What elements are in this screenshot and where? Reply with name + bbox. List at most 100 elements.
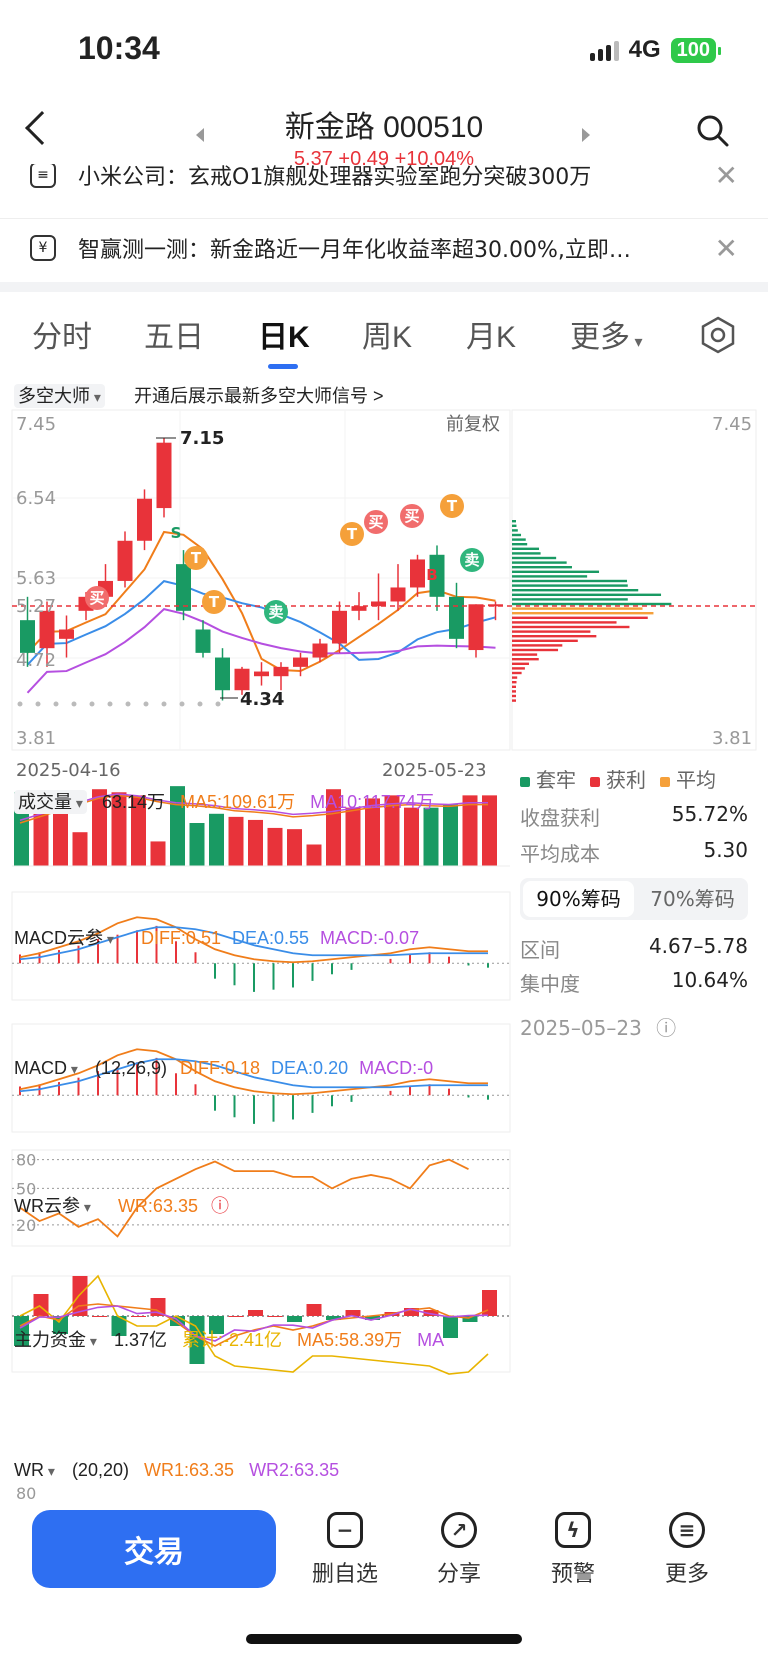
macd-macd: MACD:-0 [359, 1058, 434, 1078]
volume-bar [248, 819, 263, 866]
timeline-dot [89, 701, 95, 707]
kline-chart[interactable]: 7.15 4.34 7.45 6.54 5.63 5.27 4.72 3.81 … [0, 408, 768, 1498]
signal-marker-label: 买 [404, 507, 419, 525]
signal-marker [440, 494, 464, 518]
timeline-dot [197, 701, 203, 707]
signal-marker-label: 买 [368, 513, 383, 531]
candle [176, 564, 191, 611]
wr-cloud-header: WR云参 WR:63.35 ⓘ [14, 1192, 229, 1218]
news-item[interactable]: ≡ 小米公司：玄戒O1旗舰处理器实验室跑分突破300万 ✕ [30, 164, 738, 200]
settings-icon[interactable] [700, 316, 736, 354]
macd-cloud-selector[interactable]: MACD云参 [14, 928, 114, 948]
volume-ma5-line [19, 794, 488, 824]
avg-cost-row: 平均成本 5.30 [520, 838, 748, 867]
candle [195, 629, 211, 653]
ma10-line [26, 580, 496, 666]
chip-tab-70[interactable]: 70%筹码 [650, 887, 735, 911]
capital-header: 主力资金 1.37亿 累计:-2.41亿 MA5:58.39万 MA [14, 1326, 444, 1352]
search-icon[interactable] [696, 114, 730, 148]
chip-tab-90[interactable]: 90%筹码 [523, 881, 634, 917]
candle [254, 671, 269, 677]
candle [351, 606, 367, 611]
timeline-dot [215, 701, 221, 707]
news-item[interactable]: ¥ 智赢测一测：新金路近一月年化收益率超30.00%,立即… ✕ [30, 226, 738, 270]
news-text: 小米公司：玄戒O1旗舰处理器实验室跑分突破300万 [78, 165, 592, 190]
tab-more[interactable]: 更多 ▾ [570, 321, 643, 354]
chip-bar [512, 520, 516, 523]
capital-bar [306, 1304, 322, 1316]
capital-ma-line [19, 1305, 489, 1342]
alert-button[interactable]: ϟ 预警 [528, 1512, 618, 1588]
tab-monthly-k[interactable]: 月K [466, 321, 517, 354]
info-icon[interactable]: ⓘ [211, 1196, 229, 1216]
macd-dea: DEA:0.20 [271, 1058, 349, 1078]
volume-header: 成交量 63.14万 MA5:109.61万 MA10:117.74万 [14, 788, 434, 814]
capital-value: 1.37亿 [113, 1330, 167, 1350]
more-icon: ≡ [669, 1512, 705, 1548]
capital-bar [423, 1310, 439, 1316]
legend-item: 套牢 [520, 764, 576, 793]
candle [117, 540, 133, 581]
remove-watchlist-button[interactable]: − 删自选 [300, 1512, 390, 1588]
close-profit-row: 收盘获利 55.72% [520, 802, 748, 831]
signal-marker-label: 买 [89, 589, 104, 607]
signal-promo-link[interactable]: 开通后展示最新多空大师信号 > [134, 386, 384, 406]
y-tick: 5.63 [16, 568, 56, 589]
macd-diff: DIFF:0.18 [180, 1058, 261, 1078]
chip-bar [512, 644, 563, 647]
trade-button[interactable]: 交易 [32, 1510, 276, 1588]
wr-selector[interactable]: WR [14, 1460, 55, 1480]
candle [390, 587, 406, 602]
tab-daily-k[interactable]: 日K [258, 321, 310, 354]
wr-tick: 80 [16, 1484, 37, 1503]
high-label: 7.15 [180, 428, 224, 449]
capital-bar [365, 1316, 380, 1320]
adjust-label[interactable]: 前复权 [446, 414, 500, 435]
signal-marker-label: 卖 [268, 603, 283, 621]
chip-legend: 套牢 获利 平均 [520, 764, 716, 793]
macd-cloud-header: MACD云参 DIFF:0.51 DEA:0.55 MACD:-0.07 [14, 924, 419, 950]
legend-item: 获利 [590, 764, 646, 793]
volume-bar [189, 823, 205, 866]
date-start: 2025-04-16 [16, 760, 121, 781]
signal-selector[interactable]: 多空大师 [14, 382, 105, 408]
row-value: 5.30 [703, 838, 748, 862]
news-text: 智赢测一测：新金路近一月年化收益率超30.00%,立即… [78, 238, 631, 263]
y-tick: 4.72 [16, 650, 56, 671]
wr-cloud-selector[interactable]: WR云参 [14, 1196, 91, 1216]
macd-dea-line [19, 1058, 488, 1093]
chip-bar [512, 533, 522, 537]
capital-selector[interactable]: 主力资金 [14, 1330, 97, 1350]
more-button[interactable]: ≡ 更多 [642, 1512, 732, 1588]
signal-marker [85, 586, 109, 610]
tab-intraday[interactable]: 分时 [32, 321, 92, 354]
close-icon[interactable]: ✕ [714, 231, 738, 265]
chip-bar [512, 625, 630, 629]
close-icon[interactable]: ✕ [714, 164, 738, 192]
macd-diff-line [19, 1048, 488, 1096]
wr-header: WR (20,20) WR1:63.35 WR2:63.35 [14, 1460, 339, 1481]
signal-marker-label: 卖 [464, 551, 479, 569]
signal-marker-label: B [426, 566, 437, 584]
volume-bar [131, 795, 146, 866]
capital-bar [228, 1316, 244, 1317]
volume-selector[interactable]: 成交量 [14, 790, 87, 814]
info-icon[interactable]: ⓘ [656, 1016, 677, 1040]
capital-bar [131, 1316, 146, 1317]
prev-stock-icon[interactable] [196, 128, 204, 142]
timeline-dot [35, 701, 41, 707]
status-indicators: 4G 100 [589, 36, 722, 64]
capital-bar [92, 1316, 107, 1317]
home-indicator [246, 1634, 522, 1644]
tab-five-day[interactable]: 五日 [144, 321, 204, 354]
tab-weekly-k[interactable]: 周K [362, 321, 413, 354]
legend-swatch [590, 777, 600, 787]
row-label: 收盘获利 [520, 806, 600, 830]
chip-bar [512, 621, 617, 624]
share-button[interactable]: ↗ 分享 [414, 1512, 504, 1588]
next-stock-icon[interactable] [582, 128, 590, 142]
macd-selector[interactable]: MACD [14, 1058, 78, 1078]
candle [293, 657, 308, 667]
alert-icon: ϟ [555, 1512, 591, 1548]
volume-bar [345, 807, 361, 866]
